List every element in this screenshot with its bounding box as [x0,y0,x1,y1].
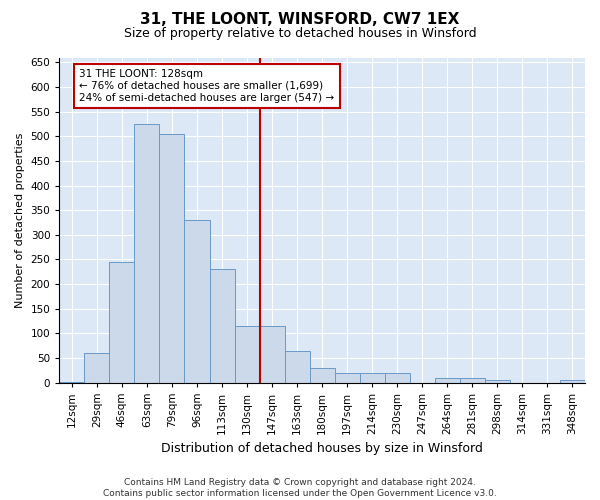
Bar [335,372,360,382]
Bar [460,378,485,382]
Bar [360,372,385,382]
Bar [184,220,209,382]
Bar [85,353,109,382]
X-axis label: Distribution of detached houses by size in Winsford: Distribution of detached houses by size … [161,442,483,455]
Bar [485,380,510,382]
Text: 31 THE LOONT: 128sqm
← 76% of detached houses are smaller (1,699)
24% of semi-de: 31 THE LOONT: 128sqm ← 76% of detached h… [79,70,334,102]
Text: Contains HM Land Registry data © Crown copyright and database right 2024.
Contai: Contains HM Land Registry data © Crown c… [103,478,497,498]
Bar [435,378,460,382]
Y-axis label: Number of detached properties: Number of detached properties [15,132,25,308]
Bar [284,350,310,382]
Bar [560,380,585,382]
Text: Size of property relative to detached houses in Winsford: Size of property relative to detached ho… [124,28,476,40]
Bar [209,270,235,382]
Text: 31, THE LOONT, WINSFORD, CW7 1EX: 31, THE LOONT, WINSFORD, CW7 1EX [140,12,460,28]
Bar [260,326,284,382]
Bar [235,326,260,382]
Bar [310,368,335,382]
Bar [134,124,160,382]
Bar [109,262,134,382]
Bar [160,134,184,382]
Bar [385,372,410,382]
